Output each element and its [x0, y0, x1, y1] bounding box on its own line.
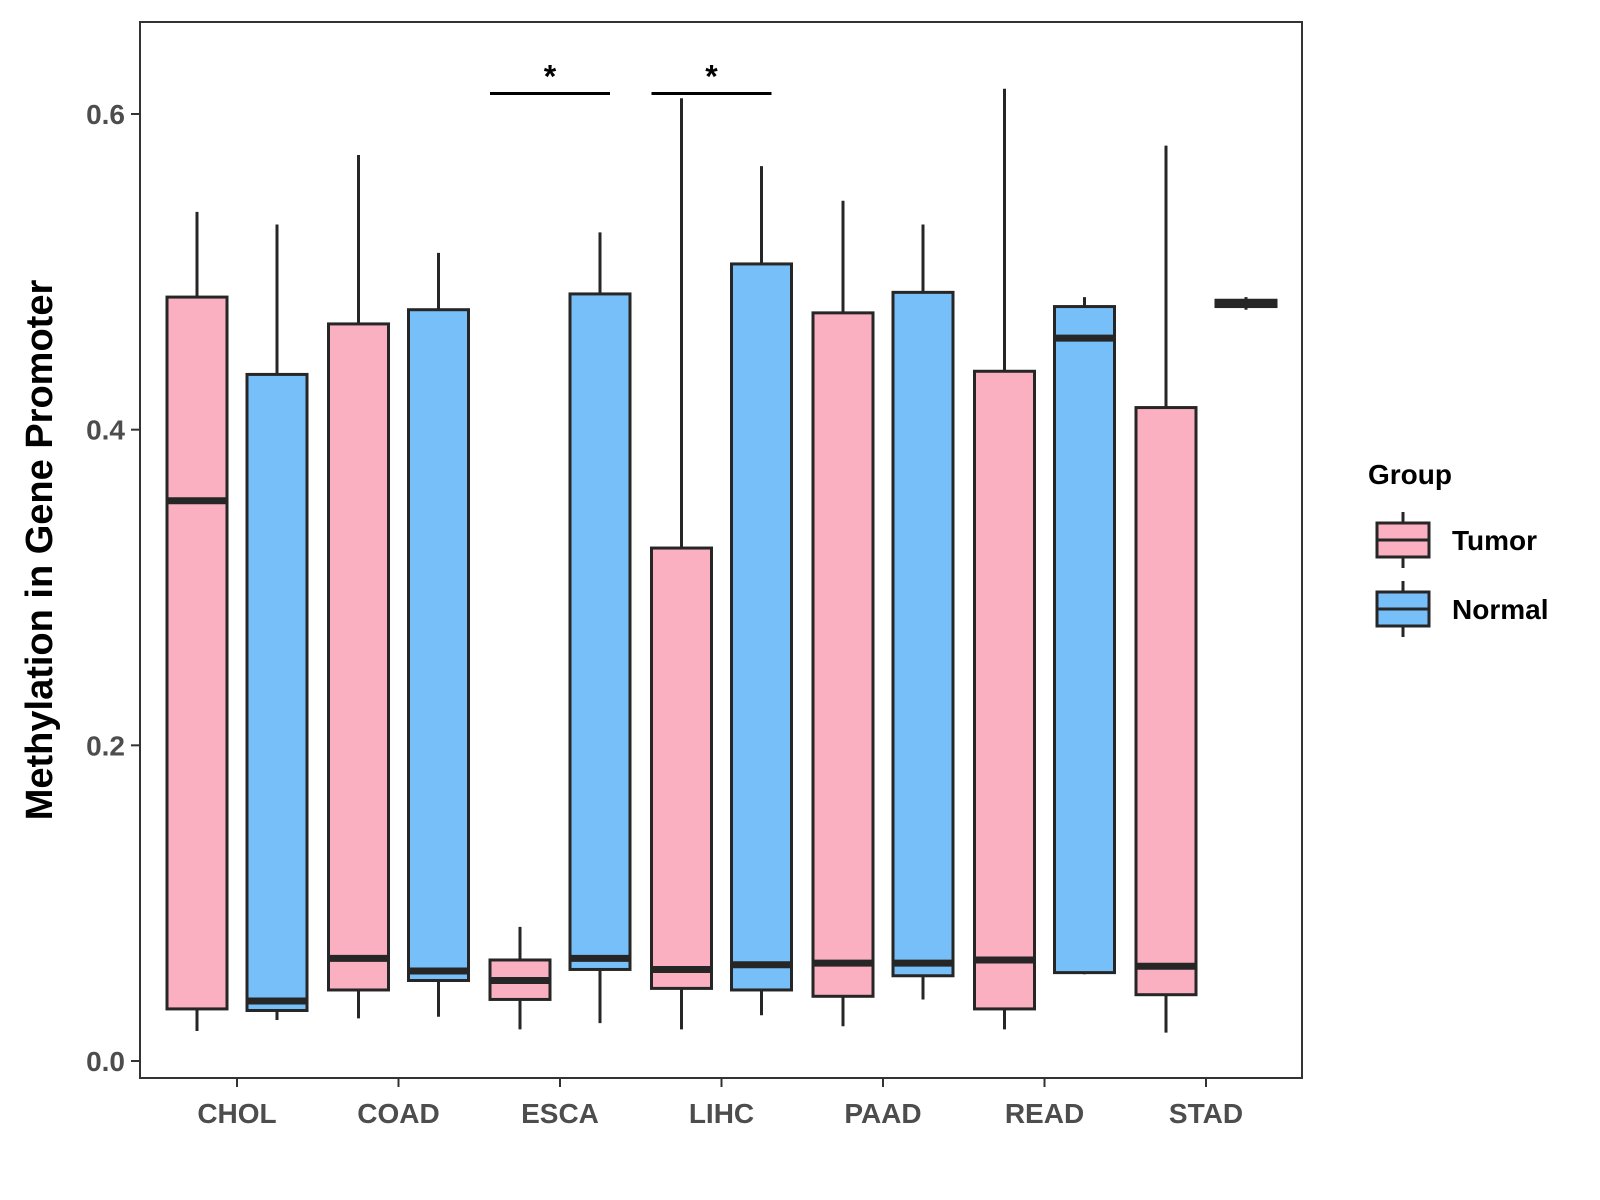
legend-label: Normal — [1452, 594, 1548, 625]
box-body — [327, 322, 390, 992]
box-normal-lihc — [730, 166, 793, 1016]
box-tumor-stad — [1134, 145, 1198, 1033]
significance-annotations: * * — [490, 58, 772, 95]
box-normal-chol — [245, 224, 309, 1020]
significance-label: * — [544, 58, 557, 94]
box-body — [1134, 406, 1198, 997]
box-body — [245, 372, 309, 1012]
y-tick-label: 0.6 — [86, 99, 125, 130]
box-tumor-read — [973, 88, 1036, 1030]
x-tick-label: STAD — [1169, 1098, 1243, 1129]
legend-label: Tumor — [1452, 525, 1537, 556]
legend-item-tumor: Tumor — [1375, 512, 1537, 568]
box-tumor-chol — [165, 211, 229, 1032]
y-tick-label: 0.2 — [86, 730, 125, 761]
y-tick-label: 0.4 — [86, 415, 125, 446]
box-body — [973, 369, 1036, 1011]
box-normal-stad — [1214, 297, 1278, 310]
y-tick-label: 0.0 — [86, 1046, 125, 1077]
legend: Group Tumor Normal — [1368, 459, 1548, 637]
box-tumor-paad — [811, 200, 875, 1027]
box-body — [891, 290, 955, 978]
box-tumor-coad — [327, 155, 390, 1019]
box-normal-esca — [568, 232, 632, 1024]
box-body — [165, 295, 229, 1011]
box-body — [811, 311, 875, 998]
legend-title: Group — [1368, 459, 1452, 490]
box-body — [730, 262, 793, 992]
box-body — [1053, 305, 1116, 975]
x-tick-label: ESCA — [521, 1098, 599, 1129]
x-tick-label: LIHC — [689, 1098, 754, 1129]
boxes-layer — [165, 88, 1278, 1033]
legend-item-normal: Normal — [1375, 581, 1548, 637]
x-tick-label: COAD — [357, 1098, 439, 1129]
x-axis: CHOL COAD ESCA LIHC PAAD READ STAD — [197, 1078, 1243, 1129]
box-normal-read — [1053, 297, 1116, 975]
plot-panel — [139, 21, 1303, 1079]
box-body — [407, 308, 470, 983]
box-tumor-lihc — [650, 98, 713, 1030]
y-axis-title: Methylation in Gene Promoter — [19, 280, 61, 821]
box-body — [568, 292, 632, 971]
x-tick-label: CHOL — [197, 1098, 276, 1129]
box-tumor-esca — [488, 926, 552, 1030]
x-tick-label: PAAD — [844, 1098, 921, 1129]
significance-label: * — [705, 58, 718, 94]
box-normal-coad — [407, 252, 470, 1017]
box-normal-paad — [891, 224, 955, 1000]
y-axis: 0.0 0.2 0.4 0.6 — [86, 99, 140, 1077]
box-body — [650, 546, 713, 990]
x-tick-label: READ — [1005, 1098, 1084, 1129]
